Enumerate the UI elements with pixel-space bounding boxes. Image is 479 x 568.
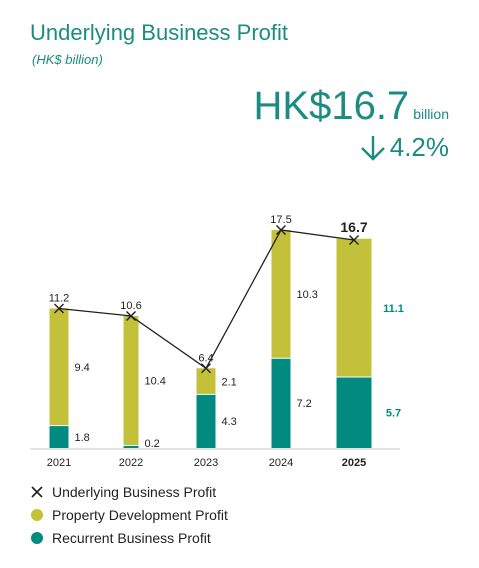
line-point-cross: [201, 363, 211, 374]
data-label-total: 6.4: [198, 352, 213, 364]
bar-recurrent: [196, 394, 216, 448]
data-label-recurrent: 1.8: [75, 432, 90, 444]
bar-property: [49, 308, 69, 426]
line-point-cross: [276, 225, 286, 235]
data-label-recurrent: 0.2: [145, 438, 160, 450]
x-tick-label: 2024: [269, 457, 293, 469]
x-tick-label: 2025: [342, 457, 366, 469]
bar-recurrent: [123, 445, 139, 448]
bar-recurrent: [271, 358, 291, 448]
cross-icon: [30, 485, 44, 499]
data-label-recurrent: 5.7: [386, 407, 401, 419]
legend-label: Property Development Profit: [52, 506, 228, 523]
data-label-total: 11.2: [49, 292, 70, 304]
line-point-cross: [126, 310, 136, 321]
data-label-property: 11.1: [383, 303, 404, 315]
change-text: 4.2%: [389, 132, 449, 162]
headline-unit: billion: [413, 106, 449, 122]
bar-recurrent: [49, 425, 69, 448]
legend: Underlying Business Profit Property Deve…: [30, 480, 228, 549]
down-arrow-icon: [360, 135, 385, 161]
chart-title: Underlying Business Profit: [30, 20, 289, 45]
legend-label: Underlying Business Profit: [52, 483, 217, 500]
headline-value-block: HK$16.7 billion: [254, 84, 449, 129]
recurrent-dot-icon: [30, 531, 44, 545]
chart-subtitle: (HK$ billion): [32, 52, 103, 67]
bar-property: [123, 315, 139, 446]
bar-property: [196, 368, 216, 395]
data-label-total: 16.7: [340, 219, 367, 235]
data-label-recurrent: 4.3: [222, 416, 237, 428]
legend-label: Recurrent Business Profit: [52, 529, 211, 546]
bar-property: [271, 230, 291, 359]
data-label-property: 10.4: [145, 376, 166, 388]
data-label-property: 9.4: [75, 362, 90, 374]
legend-item-property: Property Development Profit: [30, 503, 228, 526]
data-label-property: 10.3: [297, 289, 318, 301]
line-point-cross: [349, 234, 359, 245]
legend-item-recurrent: Recurrent Business Profit: [30, 526, 228, 549]
x-tick-label: 2021: [47, 457, 71, 469]
bar-property: [336, 238, 372, 377]
x-tick-label: 2022: [119, 457, 143, 469]
property-dot-icon: [30, 508, 44, 522]
line-point-cross: [54, 303, 64, 314]
x-tick-label: 2023: [194, 457, 218, 469]
bar-recurrent: [336, 376, 372, 448]
headline-value: HK$16.7: [253, 84, 410, 128]
change-indicator: 4.2%: [360, 132, 449, 163]
data-label-total: 17.5: [270, 214, 291, 226]
data-label-property: 2.1: [222, 376, 237, 388]
data-label-total: 10.6: [120, 300, 141, 312]
data-label-recurrent: 7.2: [297, 398, 312, 410]
legend-item-underlying: Underlying Business Profit: [30, 480, 228, 503]
